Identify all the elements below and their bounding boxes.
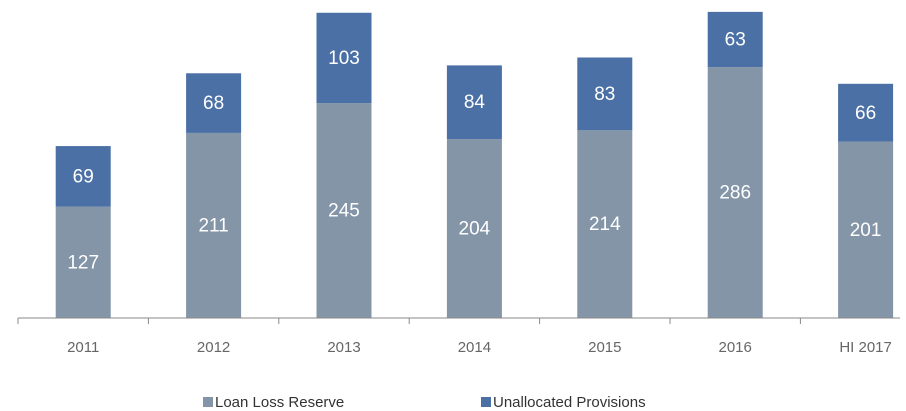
legend-swatch (203, 397, 213, 407)
bar-segment (577, 57, 633, 131)
data-label: 83 (594, 84, 615, 105)
bar-segment (316, 103, 372, 318)
data-label: 84 (464, 92, 486, 113)
bar-segment (316, 12, 372, 104)
bar-segment (707, 67, 763, 318)
bar-segment (186, 132, 242, 318)
bar-segment (186, 73, 242, 133)
data-label: 127 (67, 252, 99, 273)
data-label: 286 (719, 183, 751, 204)
legend-label: Loan Loss Reserve (215, 394, 344, 411)
bar-segment (446, 139, 502, 318)
data-label: 68 (203, 93, 224, 114)
bar-segment (446, 65, 502, 140)
data-label: 63 (725, 30, 746, 51)
x-tick-label: 2012 (197, 339, 230, 356)
data-label: 211 (198, 215, 228, 236)
x-tick-label: 2013 (327, 339, 360, 356)
bar-segment (707, 11, 763, 68)
bar-segment (577, 130, 633, 318)
bar-segment (55, 206, 111, 318)
data-label: 69 (73, 166, 94, 187)
data-label: 204 (459, 219, 491, 240)
data-label: 214 (589, 214, 621, 235)
data-label: 201 (850, 220, 882, 241)
bar-segment (838, 141, 894, 318)
x-tick-label: 2015 (588, 339, 621, 356)
x-tick-label: 2016 (719, 339, 752, 356)
bar-segment (838, 83, 894, 142)
x-tick-label: HI 2017 (839, 339, 892, 356)
legend-swatch (481, 397, 491, 407)
data-label: 245 (328, 201, 360, 222)
legend-label: Unallocated Provisions (493, 394, 646, 411)
x-tick-label: 2014 (458, 339, 491, 356)
data-label: 66 (855, 103, 876, 124)
x-tick-label: 2011 (67, 339, 99, 356)
data-label: 103 (328, 48, 360, 69)
bar-segment (55, 146, 111, 207)
